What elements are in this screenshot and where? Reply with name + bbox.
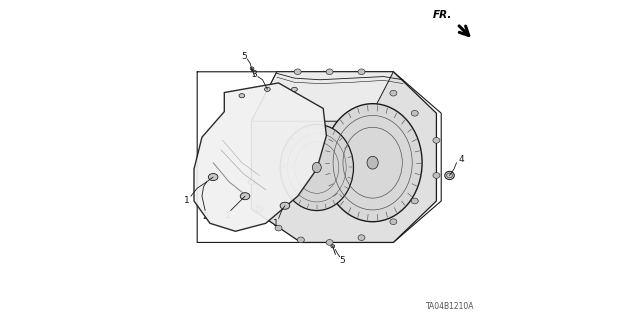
Text: 5: 5 <box>339 256 344 265</box>
Ellipse shape <box>240 193 250 200</box>
Ellipse shape <box>358 235 365 241</box>
Ellipse shape <box>367 156 378 169</box>
Text: 1: 1 <box>184 197 189 205</box>
Text: 3: 3 <box>252 70 257 78</box>
Ellipse shape <box>445 171 454 180</box>
Ellipse shape <box>390 90 397 96</box>
Ellipse shape <box>390 219 397 225</box>
Ellipse shape <box>256 206 263 212</box>
Ellipse shape <box>358 69 365 75</box>
Text: 1: 1 <box>273 219 279 228</box>
Text: 2: 2 <box>202 212 208 221</box>
Text: FR.: FR. <box>433 10 452 20</box>
Ellipse shape <box>280 124 353 211</box>
Ellipse shape <box>275 225 282 231</box>
Text: 5: 5 <box>241 52 247 61</box>
Ellipse shape <box>280 202 290 209</box>
Ellipse shape <box>412 198 419 204</box>
Ellipse shape <box>294 69 301 75</box>
Polygon shape <box>252 72 394 121</box>
Ellipse shape <box>326 240 333 245</box>
Ellipse shape <box>250 67 254 70</box>
Ellipse shape <box>312 162 321 173</box>
Ellipse shape <box>298 237 305 243</box>
Text: 1: 1 <box>225 211 230 220</box>
Ellipse shape <box>209 174 218 181</box>
Ellipse shape <box>433 137 440 143</box>
Text: 4: 4 <box>459 155 465 164</box>
Ellipse shape <box>412 110 419 116</box>
Polygon shape <box>252 72 436 242</box>
Text: TA04B1210A: TA04B1210A <box>426 302 475 311</box>
Ellipse shape <box>239 94 244 98</box>
Ellipse shape <box>264 87 270 92</box>
Ellipse shape <box>323 104 422 222</box>
Ellipse shape <box>292 87 298 92</box>
Ellipse shape <box>248 179 255 185</box>
Ellipse shape <box>326 69 333 75</box>
Ellipse shape <box>331 245 335 248</box>
Ellipse shape <box>433 173 440 178</box>
Polygon shape <box>194 83 326 231</box>
